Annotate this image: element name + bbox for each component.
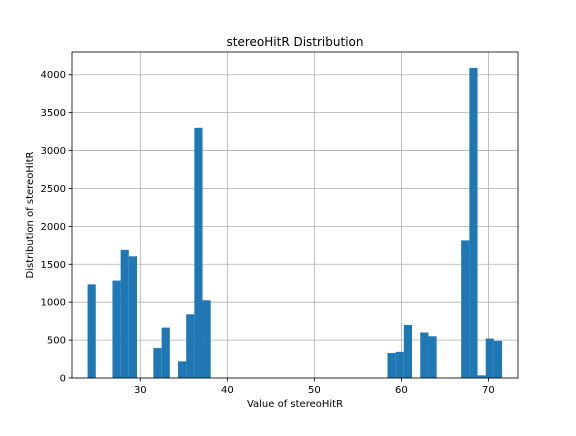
plot-frame [71, 51, 519, 379]
histogram-bar [493, 340, 503, 378]
y-tick-label: 3500 [41, 108, 66, 119]
x-tick-label: 50 [308, 385, 321, 396]
x-tick-label: 30 [134, 385, 147, 396]
x-tick-label: 60 [395, 385, 408, 396]
y-tick-label: 0 [60, 374, 66, 385]
y-tick-label: 2500 [41, 184, 66, 195]
histogram-bar [403, 324, 413, 378]
histogram-bar [177, 361, 187, 378]
histogram-bar [469, 67, 478, 378]
histogram-bars [87, 67, 503, 378]
histogram-bar [461, 240, 470, 378]
y-tick-label: 4000 [41, 70, 66, 81]
histogram-bar [128, 256, 138, 378]
histogram-bar [112, 280, 121, 378]
histogram-bar [194, 127, 203, 378]
histogram-bar [395, 351, 404, 378]
x-tick-label: 70 [482, 385, 495, 396]
ticks: 30 40 50 60 70 0 500 1000 1500 2000 2500 3000 3500 40… [41, 70, 495, 396]
histogram-bar [161, 327, 170, 378]
histogram-bar [120, 249, 129, 378]
histogram-bar [202, 300, 211, 378]
histogram-bar [477, 375, 486, 378]
histogram-bar [420, 332, 429, 378]
x-axis-label: Value of stereoHitR [247, 399, 343, 410]
histogram-bar [153, 348, 162, 378]
histogram-bar [186, 314, 195, 378]
y-tick-label: 3000 [41, 146, 66, 157]
histogram-bar [485, 338, 494, 378]
y-tick-label: 1000 [41, 298, 66, 309]
axes [71, 51, 519, 379]
y-axis-label: Distribution of stereoHitR [25, 151, 36, 278]
histogram-bar [428, 336, 437, 378]
histogram-bar [87, 284, 96, 378]
y-tick-label: 1500 [41, 260, 66, 271]
grid-lines [72, 52, 518, 379]
chart-title: stereoHitR Distribution [227, 35, 364, 49]
y-tick-label: 500 [47, 336, 66, 347]
x-tick-label: 40 [221, 385, 234, 396]
y-tick-label: 2000 [41, 222, 66, 233]
histogram-bar [387, 352, 396, 378]
